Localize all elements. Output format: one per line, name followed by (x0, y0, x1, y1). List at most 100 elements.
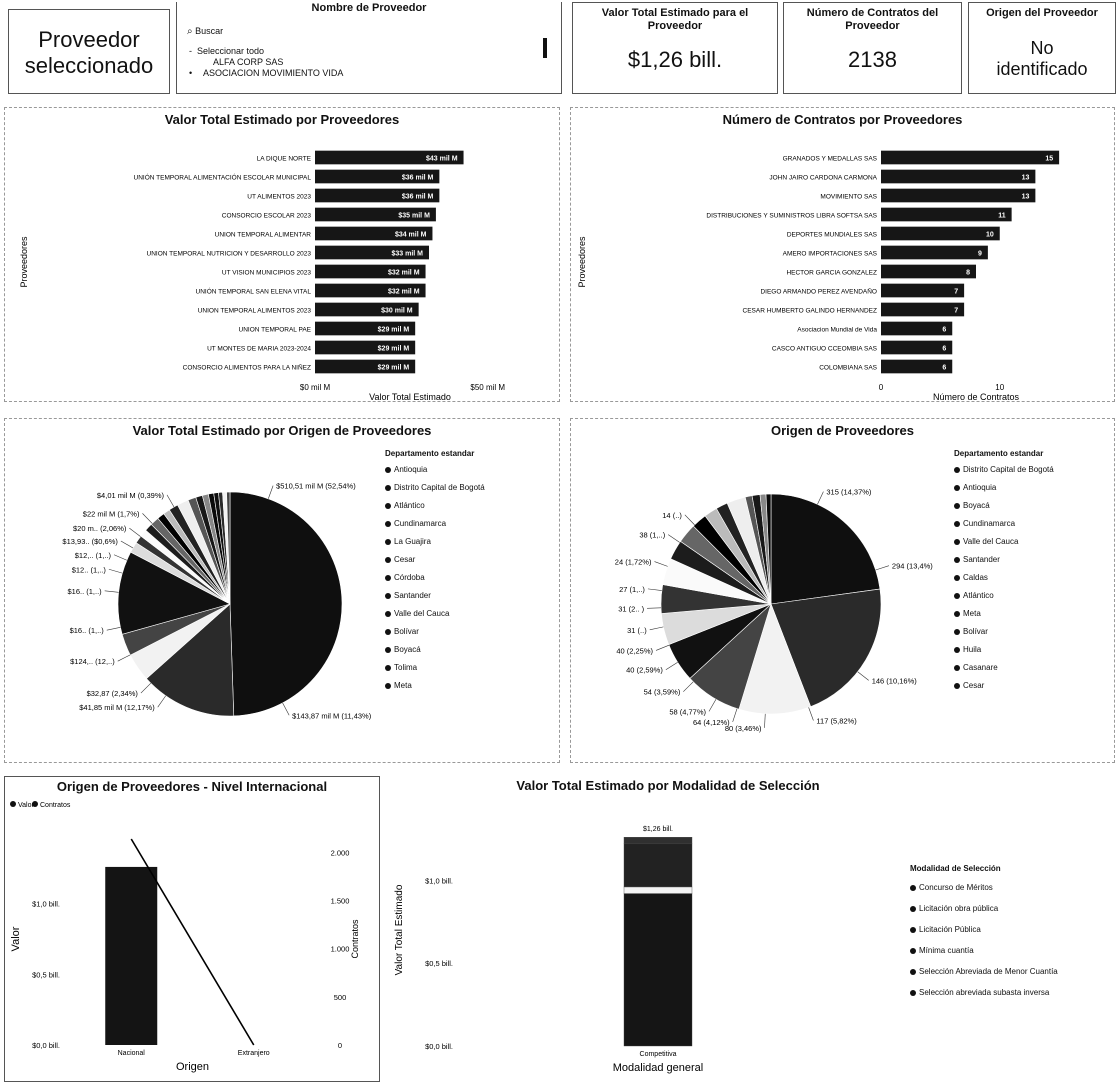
legend-item[interactable]: Licitación Pública (910, 924, 1058, 936)
leader-line (282, 702, 290, 716)
legend-item[interactable]: Concurso de Méritos (910, 882, 1058, 894)
data-label: $33 mil M (391, 251, 423, 258)
legend-marker (954, 484, 960, 491)
legend-item[interactable]: Selección abreviada subasta inversa (910, 987, 1058, 999)
data-label: $20 m.. (2,06%) (73, 524, 127, 533)
legend-item[interactable]: Distrito Capital de Bogotá (954, 464, 1054, 476)
legend-item[interactable]: Antioquia (954, 482, 1054, 494)
legend-item[interactable]: Cesar (954, 680, 1054, 692)
chart-title: Valor Total Estimado por Proveedores (164, 112, 400, 127)
leader-line (268, 485, 274, 499)
search-input[interactable]: Buscar (195, 26, 224, 36)
legend-item[interactable]: Atlántico (385, 500, 485, 512)
y2-tick-label: 2.000 (331, 848, 350, 857)
slicer-item[interactable]: • ASOCIACION MOVIMIENTO VIDA (189, 68, 344, 78)
slicer-scrollbar[interactable] (543, 38, 547, 58)
legend-item[interactable]: Bolívar (385, 626, 485, 638)
x-tick-label: Nacional (118, 1050, 146, 1057)
legend-marker (954, 610, 960, 617)
data-label: 80 (3,46%) (725, 724, 762, 733)
legend-item[interactable]: Huila (954, 644, 1054, 656)
legend-item[interactable]: Santander (385, 590, 485, 602)
data-label: 24 (1,72%) (615, 558, 652, 567)
legend-label: Concurso de Méritos (919, 883, 993, 892)
legend-item[interactable]: Meta (954, 608, 1054, 620)
kpi-value-card: Valor Total Estimado para el Proveedor $… (572, 2, 778, 94)
data-label: 146 (10,16%) (872, 676, 918, 685)
data-label: 11 (998, 213, 1006, 220)
category-label: CESAR HUMBERTO GALINDO HERNANDEZ (743, 308, 878, 315)
bar (105, 866, 158, 1045)
legend-label: Licitación Pública (919, 925, 981, 934)
bar (881, 359, 953, 374)
legend-label: Valle del Cauca (394, 609, 450, 618)
slicer-item[interactable]: ALFA CORP SAS (213, 57, 284, 67)
legend-item[interactable]: Licitación obra pública (910, 903, 1058, 915)
legend-item[interactable]: Cundinamarca (385, 518, 485, 530)
data-label: 7 (954, 289, 958, 296)
combo-chart-nivel-internacional: Valor Contratos $1,0 bill. $0,5 bill. $0,0 b… (10, 801, 360, 1073)
kpi-value-number: $1,26 bill. (627, 47, 723, 72)
legend-item[interactable]: Córdoba (385, 572, 485, 584)
slicer-list: - Seleccionar todo ALFA CORP SAS • ASOCIAC… (189, 46, 343, 79)
data-label: $22 mil M (1,7%) (83, 509, 140, 518)
category-label: DEPORTES MUNDIALES SAS (787, 232, 878, 239)
y2-tick-label: 500 (334, 993, 347, 1002)
legend-item[interactable]: Atlántico (954, 590, 1054, 602)
chart-title: Valor Total Estimado por Modalidad de Se… (516, 778, 820, 793)
legend-item[interactable]: La Guajira (385, 536, 485, 548)
category-label: UT MONTES DE MARIA 2023-2024 (207, 346, 311, 353)
leader-line (655, 644, 670, 651)
legend-item[interactable]: Valle del Cauca (385, 608, 485, 620)
panel-nivel-internacional: Origen de Proveedores - Nivel Internacio… (4, 776, 380, 1082)
bar (315, 340, 416, 355)
legend-item[interactable]: Casanare (954, 662, 1054, 674)
legend-label: Mínima cuantía (919, 946, 974, 955)
legend-item[interactable]: Meta (385, 680, 485, 692)
data-label: 58 (4,77%) (669, 707, 706, 716)
y-tick-label: $0,5 bill. (32, 970, 60, 979)
category-label: UT VISION MUNICIPIOS 2023 (222, 270, 311, 277)
data-label: $30 mil M (381, 308, 413, 315)
legend-label: Cundinamarca (394, 519, 447, 528)
data-label: 31 (..) (627, 626, 647, 635)
data-label: 315 (14,37%) (826, 488, 872, 497)
slicer-item-select-all[interactable]: - Seleccionar todo (189, 46, 265, 56)
pie-chart-origen: 315 (14,37%) 294 (13,4%) 146 (10,16%) 117 (… (615, 488, 934, 733)
legend-label: Antioquia (394, 465, 428, 474)
category-label: DIEGO ARMANDO PEREZ AVENDAÑO (760, 287, 877, 296)
category-label: UT ALIMENTOS 2023 (247, 194, 311, 201)
bar (315, 245, 429, 260)
legend-label: La Guajira (394, 537, 431, 546)
legend-item[interactable]: Selección Abreviada de Menor Cuantía (910, 966, 1058, 978)
legend-item[interactable]: Cesar (385, 554, 485, 566)
legend-label: Santander (394, 591, 431, 600)
legend-item[interactable]: Bolívar (954, 626, 1054, 638)
legend-item[interactable]: Boyacá (954, 500, 1054, 512)
slicer-title: Nombre de Proveedor (311, 2, 427, 14)
legend-label: Selección abreviada subasta inversa (919, 988, 1050, 997)
legend-item[interactable]: Distrito Capital de Bogotá (385, 482, 485, 494)
pie-slice (146, 603, 235, 717)
category-label: UNION TEMPORAL ALIMENTAR (215, 232, 312, 239)
legend-item[interactable]: Caldas (954, 572, 1054, 584)
leader-line (129, 527, 141, 537)
legend-item[interactable]: Valle del Cauca (954, 536, 1054, 548)
legend-item[interactable]: Boyacá (385, 644, 485, 656)
category-label: JOHN JAIRO CARDONA CARMONA (769, 175, 877, 182)
data-label: 7 (954, 308, 958, 315)
category-label: Asociacion Mundial de Vida (797, 327, 877, 334)
legend-item[interactable]: Mínima cuantía (910, 945, 1058, 957)
panel-valor-proveedores: Valor Total Estimado por Proveedores LA … (4, 107, 560, 402)
leader-line (166, 494, 175, 508)
data-label: $32 mil M (388, 289, 420, 296)
legend-item[interactable]: Santander (954, 554, 1054, 566)
legend-item[interactable]: Tolima (385, 662, 485, 674)
slicer-search[interactable]: ⌕ Buscar (187, 26, 387, 37)
y-axis-label: Valor (10, 926, 22, 951)
legend-item[interactable]: Antioquia (385, 464, 485, 476)
legend-label: Licitación obra pública (919, 904, 999, 913)
legend-item[interactable]: Cundinamarca (954, 518, 1054, 530)
pie-slice (226, 491, 231, 605)
legend-marker (910, 884, 916, 891)
